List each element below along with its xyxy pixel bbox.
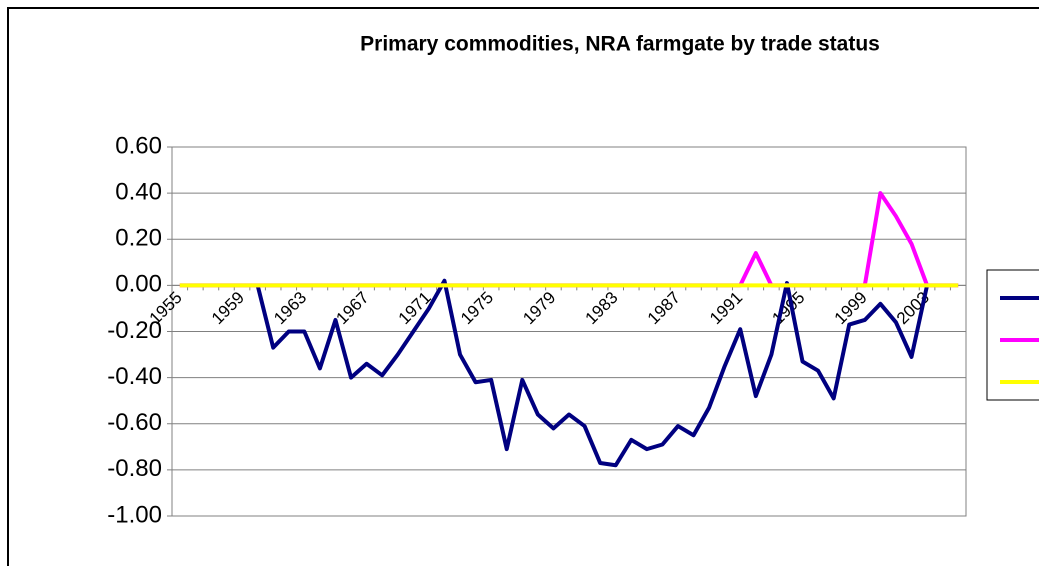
y-tick-label: 0.40	[115, 178, 162, 205]
y-tick-label: 0.60	[115, 132, 162, 159]
series-line	[255, 278, 930, 468]
y-tick-label: -0.20	[107, 317, 162, 344]
y-tick-label: -1.00	[107, 501, 162, 528]
y-tick-label: 0.00	[115, 271, 162, 298]
chart-title: Primary commodities, NRA farmgate by tra…	[360, 33, 880, 56]
y-tick-label: -0.80	[107, 455, 162, 482]
y-tick-label: -0.40	[107, 363, 162, 390]
legend	[986, 269, 1039, 401]
y-tick-label: 0.20	[115, 225, 162, 252]
y-tick-label: -0.60	[107, 409, 162, 436]
